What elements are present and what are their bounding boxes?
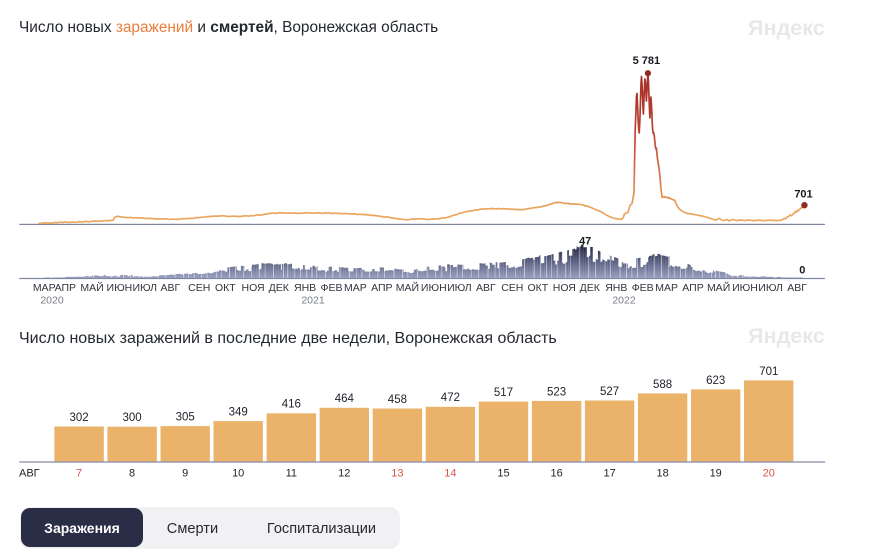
svg-text:2022: 2022 bbox=[612, 295, 636, 307]
svg-text:ЯНВ: ЯНВ bbox=[605, 282, 627, 294]
svg-text:19: 19 bbox=[710, 468, 722, 480]
svg-text:0: 0 bbox=[799, 265, 805, 277]
svg-text:АВГ: АВГ bbox=[787, 282, 807, 294]
svg-text:МАР: МАР bbox=[344, 282, 367, 294]
svg-text:458: 458 bbox=[388, 394, 407, 406]
svg-text:МАЙ: МАЙ bbox=[707, 281, 730, 294]
svg-text:349: 349 bbox=[229, 407, 248, 419]
svg-text:2020: 2020 bbox=[40, 295, 64, 307]
svg-text:523: 523 bbox=[547, 386, 566, 398]
svg-text:517: 517 bbox=[494, 387, 513, 399]
svg-text:472: 472 bbox=[441, 392, 460, 404]
svg-text:ИЮН: ИЮН bbox=[421, 282, 447, 294]
svg-text:ОКТ: ОКТ bbox=[527, 282, 548, 294]
svg-text:13: 13 bbox=[391, 468, 403, 480]
svg-text:47: 47 bbox=[579, 236, 591, 248]
svg-text:ЯНВ: ЯНВ bbox=[294, 282, 316, 294]
svg-text:305: 305 bbox=[176, 412, 195, 424]
svg-text:АПР: АПР bbox=[682, 282, 703, 294]
svg-text:ИЮН: ИЮН bbox=[107, 282, 133, 294]
svg-text:5 781: 5 781 bbox=[633, 55, 661, 67]
svg-text:7: 7 bbox=[76, 468, 82, 480]
svg-text:588: 588 bbox=[653, 379, 672, 391]
svg-text:АВГ: АВГ bbox=[160, 282, 180, 294]
svg-text:302: 302 bbox=[70, 412, 89, 424]
svg-text:15: 15 bbox=[497, 468, 509, 480]
svg-text:9: 9 bbox=[182, 468, 188, 480]
svg-text:МАЙ: МАЙ bbox=[80, 281, 103, 294]
svg-text:18: 18 bbox=[656, 468, 668, 480]
svg-text:464: 464 bbox=[335, 393, 355, 405]
svg-text:ДЕК: ДЕК bbox=[269, 282, 290, 294]
svg-text:ИЮЛ: ИЮЛ bbox=[447, 282, 472, 294]
svg-text:ИЮН: ИЮН bbox=[732, 282, 758, 294]
svg-text:ФЕВ: ФЕВ bbox=[632, 282, 654, 294]
svg-text:ДЕК: ДЕК bbox=[580, 282, 601, 294]
svg-text:20: 20 bbox=[763, 468, 775, 480]
svg-text:МАР: МАР bbox=[655, 282, 678, 294]
svg-text:16: 16 bbox=[550, 468, 562, 480]
svg-text:300: 300 bbox=[123, 412, 142, 424]
svg-text:СЕН: СЕН bbox=[188, 282, 210, 294]
svg-text:АВГ: АВГ bbox=[476, 282, 496, 294]
svg-text:АПР: АПР bbox=[55, 282, 76, 294]
svg-text:АВГ: АВГ bbox=[19, 468, 40, 480]
svg-text:МАР: МАР bbox=[33, 282, 56, 294]
svg-text:701: 701 bbox=[794, 188, 812, 200]
svg-text:12: 12 bbox=[338, 468, 350, 480]
svg-text:ОКТ: ОКТ bbox=[215, 282, 236, 294]
svg-text:8: 8 bbox=[129, 468, 135, 480]
svg-text:НОЯ: НОЯ bbox=[242, 282, 265, 294]
svg-text:НОЯ: НОЯ bbox=[553, 282, 576, 294]
svg-text:МАЙ: МАЙ bbox=[396, 281, 419, 294]
svg-text:СЕН: СЕН bbox=[501, 282, 523, 294]
svg-text:ИЮЛ: ИЮЛ bbox=[758, 282, 783, 294]
svg-text:416: 416 bbox=[282, 399, 301, 411]
svg-text:527: 527 bbox=[600, 386, 619, 398]
svg-text:ФЕВ: ФЕВ bbox=[321, 282, 343, 294]
svg-text:10: 10 bbox=[232, 468, 244, 480]
svg-text:2021: 2021 bbox=[301, 295, 325, 307]
svg-text:ИЮЛ: ИЮЛ bbox=[133, 282, 158, 294]
svg-text:623: 623 bbox=[706, 375, 725, 387]
svg-text:11: 11 bbox=[286, 468, 297, 480]
svg-text:701: 701 bbox=[759, 366, 778, 378]
svg-text:17: 17 bbox=[603, 468, 615, 480]
svg-text:АПР: АПР bbox=[371, 282, 392, 294]
svg-text:14: 14 bbox=[444, 468, 456, 480]
